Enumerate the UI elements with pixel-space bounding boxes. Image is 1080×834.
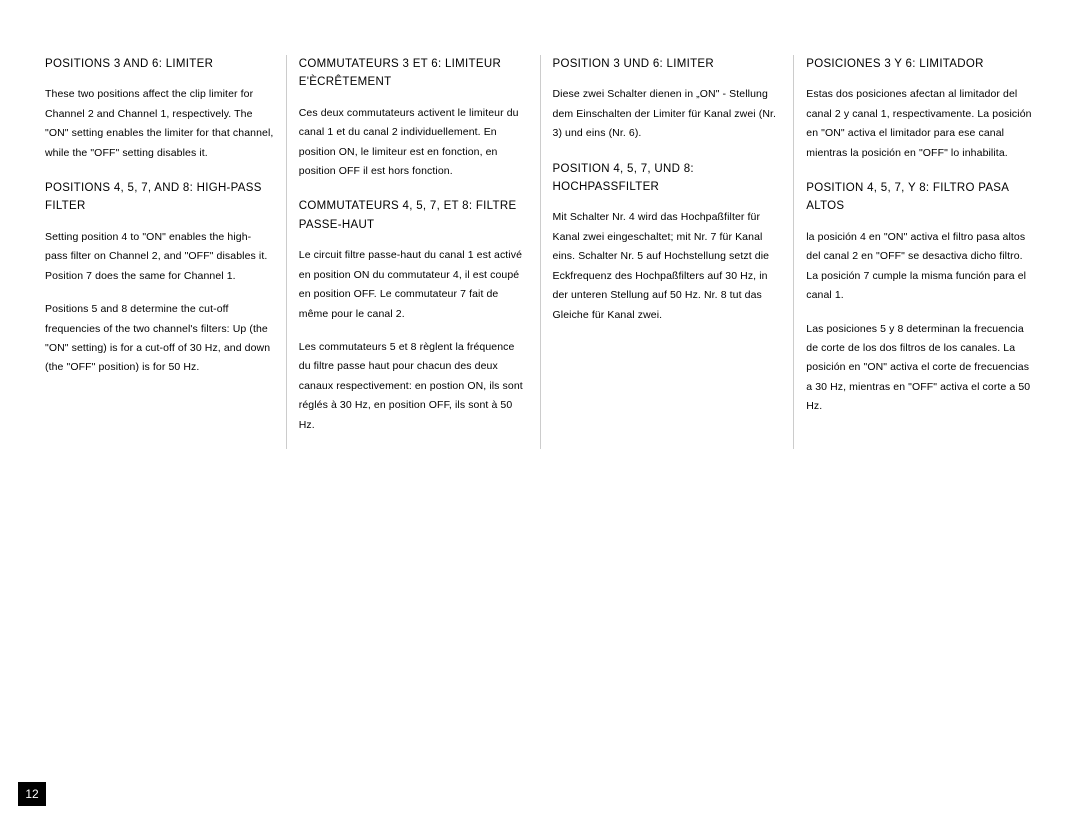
paragraph: Las posiciones 5 y 8 determinan la frecu… [806,320,1035,417]
paragraph: Setting position 4 to "ON" enables the h… [45,228,274,286]
section-heading: POSITION 3 UND 6: LIMITER [553,55,782,73]
paragraph: Diese zwei Schalter dienen in „ON" - Ste… [553,85,782,143]
section-heading: COMMUTATEURS 3 ET 6: LIMITEUR E'ÈCRÊTEME… [299,55,528,92]
column-english: POSITIONS 3 AND 6: LIMITER These two pos… [45,55,287,449]
section-heading: POSITION 4, 5, 7, UND 8: HOCHPASSFILTER [553,160,782,197]
section-heading: POSICIONES 3 Y 6: LIMITADOR [806,55,1035,73]
paragraph: Positions 5 and 8 determine the cut-off … [45,300,274,378]
section-heading: POSITIONS 4, 5, 7, AND 8: HIGH-PASS FILT… [45,179,274,216]
column-spanish: POSICIONES 3 Y 6: LIMITADOR Estas dos po… [794,55,1035,449]
paragraph: la posición 4 en "ON" activa el filtro p… [806,228,1035,306]
document-page: POSITIONS 3 AND 6: LIMITER These two pos… [0,0,1080,834]
paragraph: Mit Schalter Nr. 4 wird das Hochpaßfilte… [553,208,782,325]
column-french: COMMUTATEURS 3 ET 6: LIMITEUR E'ÈCRÊTEME… [287,55,541,449]
paragraph: These two positions affect the clip limi… [45,85,274,163]
column-german: POSITION 3 UND 6: LIMITER Diese zwei Sch… [541,55,795,449]
column-container: POSITIONS 3 AND 6: LIMITER These two pos… [45,55,1035,449]
paragraph: Ces deux commutateurs activent le limite… [299,104,528,182]
section-heading: COMMUTATEURS 4, 5, 7, ET 8: FILTRE PASSE… [299,197,528,234]
paragraph: Les commutateurs 5 et 8 règlent la fréqu… [299,338,528,435]
paragraph: Le circuit filtre passe-haut du canal 1 … [299,246,528,324]
page-number-badge: 12 [18,782,46,806]
section-heading: POSITION 4, 5, 7, Y 8: FILTRO PASA ALTOS [806,179,1035,216]
paragraph: Estas dos posiciones afectan al limitado… [806,85,1035,163]
section-heading: POSITIONS 3 AND 6: LIMITER [45,55,274,73]
